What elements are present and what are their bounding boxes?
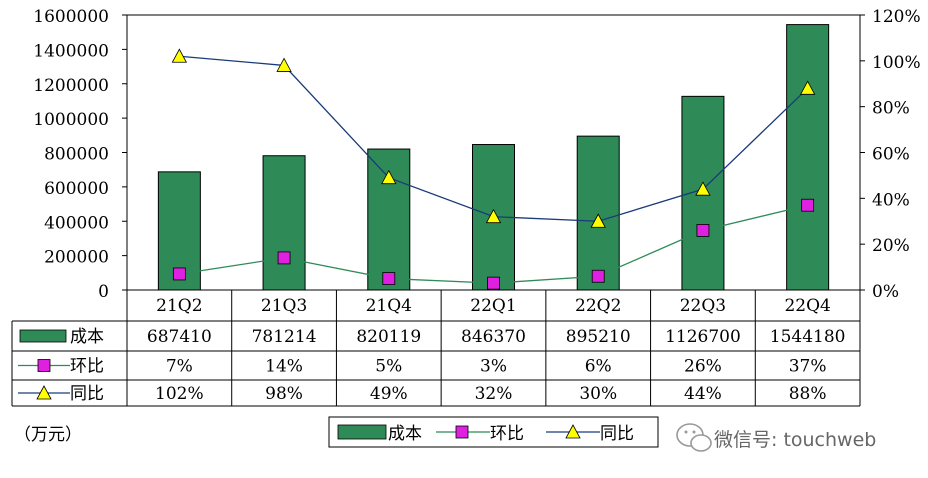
category-label: 22Q1 [470,296,516,316]
data-label: 7% [166,357,193,377]
data-label: 3% [480,357,507,377]
point-mom-22Q3 [696,224,710,237]
left-axis-tick-label: 1200000 [33,76,109,96]
data-label: 687410 [147,327,212,347]
data-table: 21Q2 21Q3 21Q4 22Q1 22Q2 22Q3 22Q4 成本 687410 7812… [11,289,861,407]
legend-key-yoy [565,424,581,439]
right-axis-tick-label: 120% [872,7,921,27]
point-mom-22Q4 [801,198,815,212]
unit-label: （万元） [14,425,82,445]
right-axis-tick-label: 40% [872,190,910,210]
point-yoy-21Q2 [171,48,188,63]
legend-label-mom: 环比 [490,424,524,444]
right-axis-tick-label: 80% [872,99,910,119]
plot-area: 0 200000 400000 600000 800000 1000000 1200000 1… [33,7,920,302]
data-label: 895210 [566,327,631,347]
point-yoy-22Q3 [695,181,711,196]
watermark-text: 微信号: touchweb [714,429,876,451]
legend-key-mom [455,425,469,439]
left-axis-tick-label: 1400000 [33,41,109,61]
left-axis-tick-label: 400000 [44,213,109,233]
left-axis-tick-label: 200000 [44,248,109,268]
left-axis-tick-label: 0 [98,282,109,302]
data-label: 1126700 [665,327,741,347]
category-label: 21Q3 [261,296,307,316]
bar-22Q2 [576,135,620,291]
category-label: 21Q2 [156,296,202,316]
bar-22Q4 [786,24,830,291]
data-label: 14% [265,357,303,377]
right-axis-tick-label: 100% [872,53,921,73]
row-key-marker-yoy [36,385,52,400]
category-label: 22Q4 [784,296,830,316]
data-label: 32% [475,384,513,404]
right-axis-tick-label: 20% [872,236,910,256]
point-yoy-22Q2 [590,213,606,228]
point-mom-21Q2 [172,267,186,281]
row-key-cost [19,329,67,343]
point-mom-22Q1 [487,276,500,290]
data-label: 88% [789,384,827,404]
data-label: 1544180 [770,327,846,347]
wechat-icon [676,423,712,452]
point-yoy-22Q1 [485,208,502,224]
data-label: 5% [375,357,402,377]
point-mom-21Q3 [277,251,291,265]
point-mom-22Q2 [591,269,605,283]
row-key-marker-mom [37,359,51,372]
right-axis-tick-label: 0% [872,282,899,302]
legend-label-cost: 成本 [388,424,422,444]
legend: 成本 环比 同比 [328,416,659,448]
category-label: 21Q4 [366,296,412,316]
point-yoy-21Q3 [276,57,292,72]
left-axis-tick-label: 1000000 [33,110,109,130]
row-header-label: 同比 [70,384,104,404]
left-axis-tick-label: 800000 [44,145,109,165]
data-label: 102% [155,384,204,404]
left-axis-tick-label: 600000 [44,179,109,199]
category-label: 22Q2 [575,296,621,316]
data-label: 6% [585,357,612,377]
watermark: 微信号: touchweb [676,423,876,452]
data-label: 37% [789,357,827,377]
point-yoy-21Q4 [381,169,397,185]
right-axis-tick-label: 60% [872,145,910,165]
left-axis-tick-label: 1600000 [33,7,109,27]
data-label: 26% [684,357,722,377]
category-label: 22Q3 [680,296,726,316]
data-label: 44% [684,384,722,404]
point-mom-21Q4 [382,272,396,285]
data-label: 98% [265,384,303,404]
legend-key-cost [337,424,387,440]
point-yoy-22Q4 [799,80,816,95]
data-label: 820119 [356,327,421,347]
data-label: 846370 [461,327,526,347]
bar-21Q3 [262,155,306,291]
row-header-label: 环比 [70,357,104,377]
row-header-label: 成本 [70,327,104,347]
legend-label-yoy: 同比 [600,424,634,444]
data-label: 49% [370,384,408,404]
data-label: 30% [579,384,617,404]
data-label: 781214 [252,327,317,347]
